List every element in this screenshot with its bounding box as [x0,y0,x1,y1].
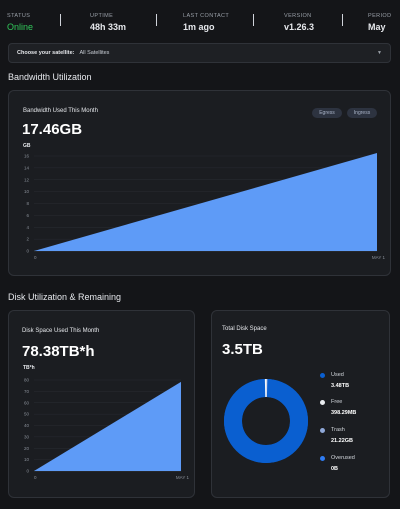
y-tick-label: 70 [24,389,30,394]
y-tick-label: 6 [26,213,29,218]
divider [60,14,61,26]
last-contact-value: 1m ago [183,22,215,32]
last-contact-stat: LAST CONTACT 1m ago [183,0,229,32]
status-bar: STATUS Online UPTIME 48h 33m LAST CONTAC… [0,0,400,38]
y-tick-label: 16 [24,154,30,159]
legend-dot [320,456,325,461]
y-tick-label: 8 [26,201,29,206]
legend-name: Trash [331,427,345,433]
legend-dot [320,373,325,378]
x-tick-label: 0 [34,255,37,260]
legend-value: 21.22GB [331,438,354,444]
y-tick-label: 14 [24,165,30,170]
version-label: VERSION [284,13,312,19]
total-disk-card-label: Total Disk Space [222,326,267,332]
bandwidth-section-title: Bandwidth Utilization [8,72,92,82]
y-tick-label: 0 [26,249,29,254]
status-value: Online [7,22,34,32]
legend-name: Overused [331,455,355,461]
legend-value: 3.48TB [331,383,350,389]
y-tick-label: 80 [24,378,30,383]
uptime-label: UPTIME [90,13,114,19]
donut-slice-used [224,379,308,463]
y-tick-label: 30 [24,434,30,439]
status-label: STATUS [7,13,31,19]
y-tick-label: 2 [26,237,29,242]
egress-button[interactable]: Egress [312,108,342,118]
satellite-selector-value: All Satellites [79,50,110,56]
legend-dot [320,428,325,433]
divider [342,14,343,26]
last-contact-label: LAST CONTACT [183,13,230,19]
y-tick-label: 10 [24,189,30,194]
disk-unit: TB*h [23,365,35,371]
disk-section-title: Disk Utilization & Remaining [8,292,122,302]
y-tick-label: 60 [24,400,30,405]
bandwidth-value: 17.46GB [22,121,83,138]
disk-value: 78.38TB*h [22,343,95,360]
ingress-button[interactable]: Ingress [347,108,377,118]
legend-name: Free [331,399,343,405]
uptime-value: 48h 33m [90,22,127,32]
version-stat: VERSION v1.26.3 [284,0,314,32]
x-tick-label: 0 [34,475,37,480]
status-stat: STATUS Online [7,0,33,32]
satellite-selector-label: Choose your satellite: [17,50,75,56]
area-series [34,381,181,471]
x-tick-label: MAY 1 [372,255,386,260]
disk-card-label: Disk Space Used This Month [22,328,100,334]
legend-dot [320,400,325,405]
x-tick-label: MAY 1 [176,475,190,480]
y-tick-label: 12 [24,177,30,182]
period-stat: PERIOD May [368,0,392,32]
y-tick-label: 20 [24,446,30,451]
period-value: May [368,22,386,32]
y-tick-label: 10 [24,457,30,462]
bandwidth-unit: GB [23,143,31,149]
y-tick-label: 0 [26,469,29,474]
area-series [34,153,377,251]
satellite-selector[interactable]: Choose your satellite: All Satellites ▼ [8,43,391,63]
legend-value: 398.29MB [331,410,357,416]
uptime-stat: UPTIME 48h 33m [90,0,126,32]
y-tick-label: 4 [26,225,29,230]
total-disk-value: 3.5TB [222,341,263,358]
divider [253,14,254,26]
y-tick-label: 50 [24,412,30,417]
legend-name: Used [331,372,344,378]
divider [156,14,157,26]
y-tick-label: 40 [24,423,30,428]
legend-value: 0B [331,466,339,472]
chevron-down-icon: ▼ [377,50,382,56]
bandwidth-card-label: Bandwidth Used This Month [23,108,98,114]
version-value: v1.26.3 [284,22,315,32]
period-label: PERIOD [368,13,392,19]
